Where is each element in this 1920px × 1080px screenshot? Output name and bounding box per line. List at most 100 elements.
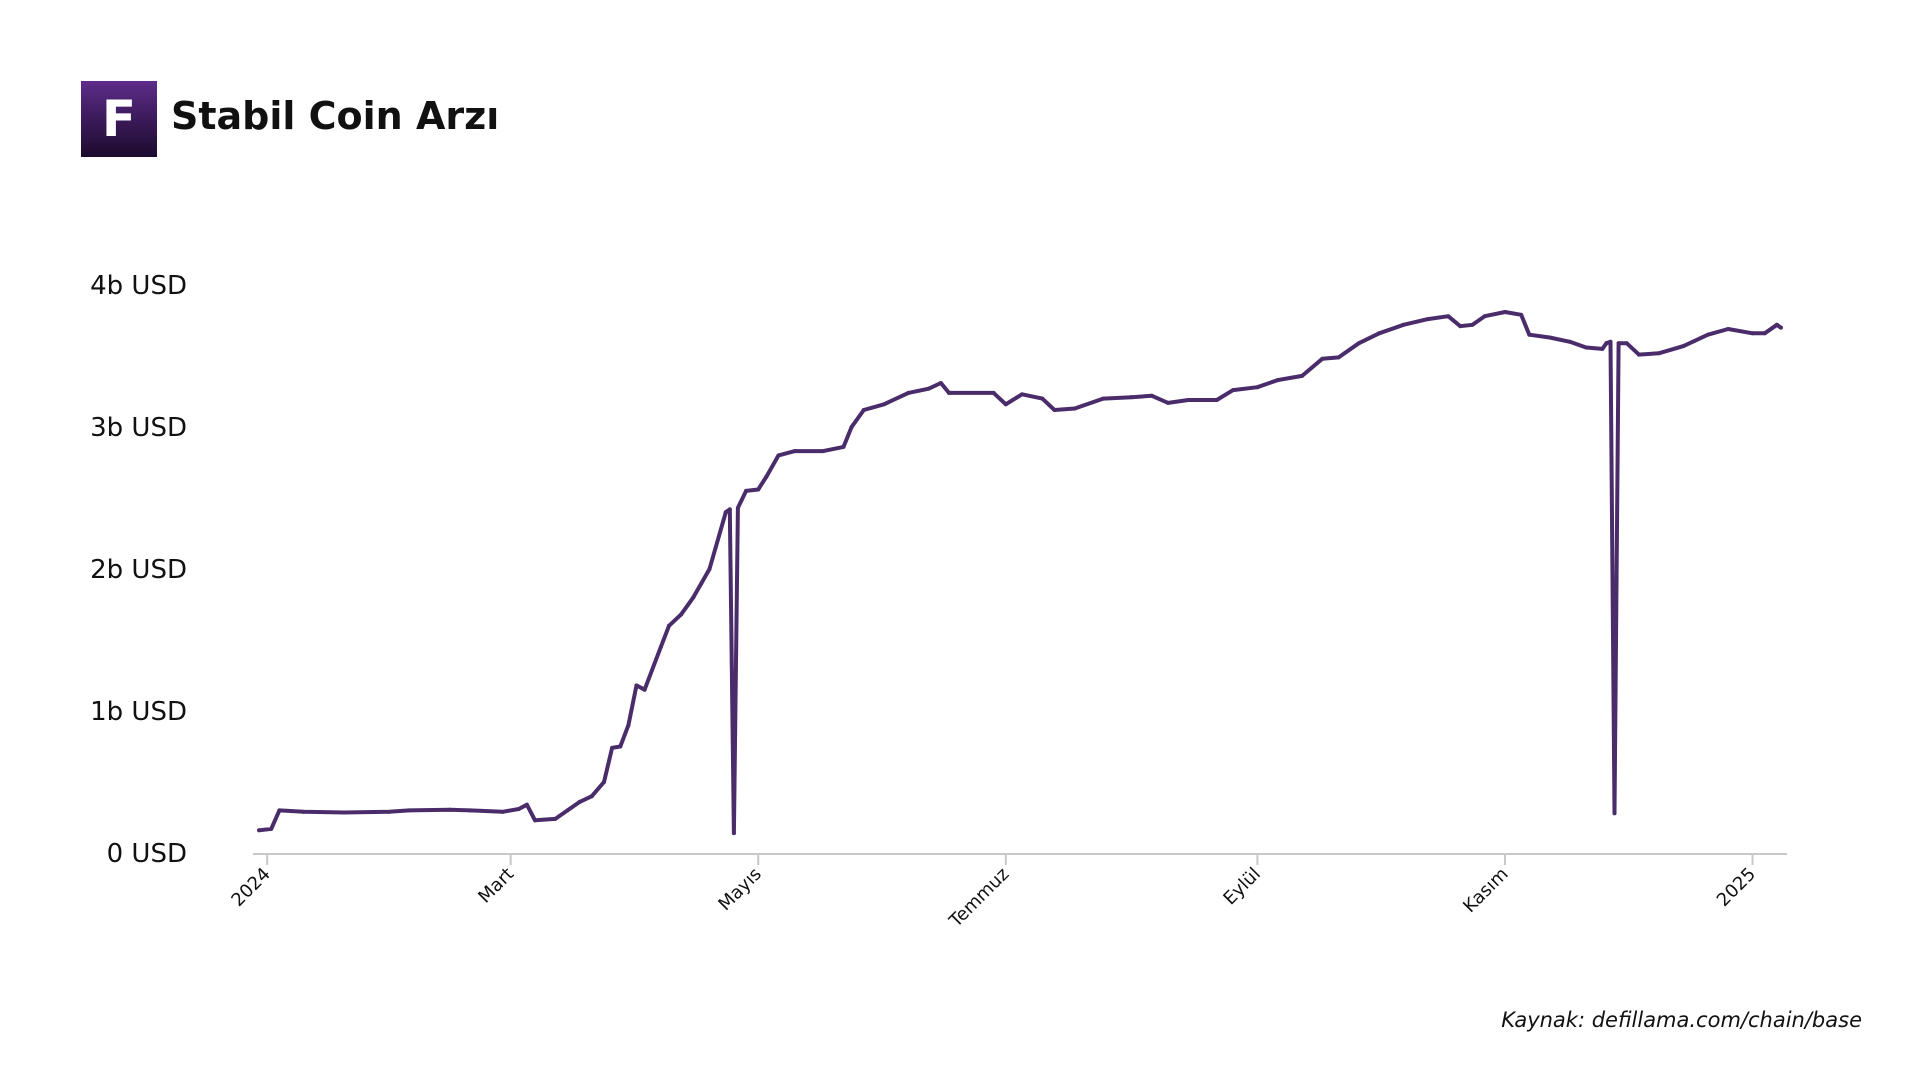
data-point bbox=[634, 683, 639, 688]
data-point bbox=[723, 510, 728, 515]
data-point bbox=[744, 488, 749, 493]
data-point bbox=[756, 487, 761, 492]
data-point bbox=[1101, 396, 1106, 401]
data-point bbox=[602, 780, 607, 784]
data-point bbox=[727, 507, 732, 512]
data-point bbox=[1166, 400, 1171, 405]
data-point bbox=[468, 808, 473, 813]
data-point bbox=[589, 794, 594, 799]
y-tick-label: 0 USD bbox=[107, 839, 187, 869]
data-point bbox=[386, 809, 391, 814]
data-point bbox=[1584, 345, 1589, 350]
data-point bbox=[776, 453, 781, 458]
data-point bbox=[658, 645, 663, 650]
data-point bbox=[707, 567, 712, 571]
data-point bbox=[946, 390, 951, 395]
data-point bbox=[269, 826, 274, 831]
data-point bbox=[1356, 341, 1361, 346]
data-point bbox=[691, 595, 696, 600]
data-point bbox=[1762, 331, 1767, 336]
data-point bbox=[792, 449, 797, 454]
data-point bbox=[553, 816, 558, 821]
data-point bbox=[524, 802, 529, 807]
data-point bbox=[1129, 395, 1134, 400]
data-point bbox=[500, 809, 505, 814]
data-point bbox=[1020, 392, 1025, 397]
series-line bbox=[257, 310, 1783, 836]
x-tick-label: 2025 bbox=[1713, 864, 1760, 911]
data-point bbox=[1470, 322, 1475, 327]
data-point bbox=[926, 386, 931, 391]
data-point bbox=[516, 806, 521, 811]
data-point bbox=[1612, 811, 1617, 816]
data-point bbox=[1231, 388, 1236, 393]
brand-logo-letter: F bbox=[101, 90, 137, 148]
x-tick-label: Temmuz bbox=[945, 864, 1014, 933]
data-point bbox=[1336, 355, 1341, 360]
data-point bbox=[1726, 327, 1731, 332]
data-point bbox=[1320, 356, 1325, 361]
data-point bbox=[1401, 322, 1406, 327]
data-point bbox=[342, 810, 347, 815]
data-point bbox=[1040, 396, 1045, 401]
data-point bbox=[731, 831, 736, 836]
x-tick-label: Kasım bbox=[1459, 864, 1512, 917]
data-point bbox=[257, 828, 262, 833]
series-points bbox=[257, 309, 1783, 836]
data-point bbox=[301, 809, 306, 814]
data-point bbox=[533, 818, 538, 823]
data-point bbox=[1186, 398, 1191, 403]
x-tick-label: Mayıs bbox=[714, 864, 765, 915]
data-point bbox=[1052, 407, 1057, 412]
chart-title: Stabil Coin Arzı bbox=[171, 94, 500, 138]
data-point bbox=[1519, 312, 1524, 317]
data-point bbox=[1636, 352, 1641, 357]
data-point bbox=[1446, 314, 1451, 319]
data-point bbox=[1377, 331, 1382, 336]
data-point bbox=[407, 808, 412, 813]
data-point bbox=[764, 474, 769, 479]
data-point bbox=[735, 505, 740, 510]
data-point bbox=[849, 425, 854, 429]
data-point bbox=[882, 402, 887, 407]
data-point bbox=[642, 687, 647, 692]
data-point bbox=[1567, 339, 1572, 344]
data-point bbox=[666, 623, 671, 628]
data-point bbox=[618, 744, 623, 749]
data-point bbox=[1681, 344, 1686, 349]
data-point bbox=[1527, 332, 1532, 337]
data-point bbox=[1502, 309, 1507, 314]
data-point bbox=[1657, 351, 1662, 356]
data-point bbox=[577, 799, 582, 804]
data-point bbox=[1600, 346, 1605, 351]
data-point bbox=[1705, 332, 1710, 337]
y-tick-label: 2b USD bbox=[90, 555, 187, 585]
brand-logo: F bbox=[81, 81, 157, 157]
data-point bbox=[821, 449, 826, 454]
data-point bbox=[1003, 402, 1008, 407]
data-point bbox=[447, 807, 452, 812]
data-point bbox=[1774, 322, 1779, 327]
data-point bbox=[699, 581, 704, 586]
data-point bbox=[1275, 378, 1280, 383]
x-tick-label: Eylül bbox=[1219, 864, 1265, 910]
data-point bbox=[1778, 325, 1783, 330]
data-point bbox=[1750, 331, 1755, 336]
data-point bbox=[1616, 341, 1621, 346]
data-point bbox=[1624, 341, 1629, 346]
y-tick-label: 4b USD bbox=[90, 271, 187, 301]
data-point bbox=[1458, 324, 1463, 329]
data-point bbox=[938, 380, 943, 385]
data-point bbox=[1608, 339, 1613, 344]
data-point bbox=[565, 808, 570, 813]
data-point bbox=[1149, 393, 1154, 398]
data-point bbox=[1482, 314, 1487, 319]
x-tick-label: 2024 bbox=[227, 864, 274, 911]
data-point bbox=[861, 407, 866, 412]
data-point bbox=[1214, 398, 1219, 403]
data-point bbox=[991, 390, 996, 395]
x-tick-label: Mart bbox=[474, 864, 518, 908]
data-point bbox=[626, 723, 631, 728]
